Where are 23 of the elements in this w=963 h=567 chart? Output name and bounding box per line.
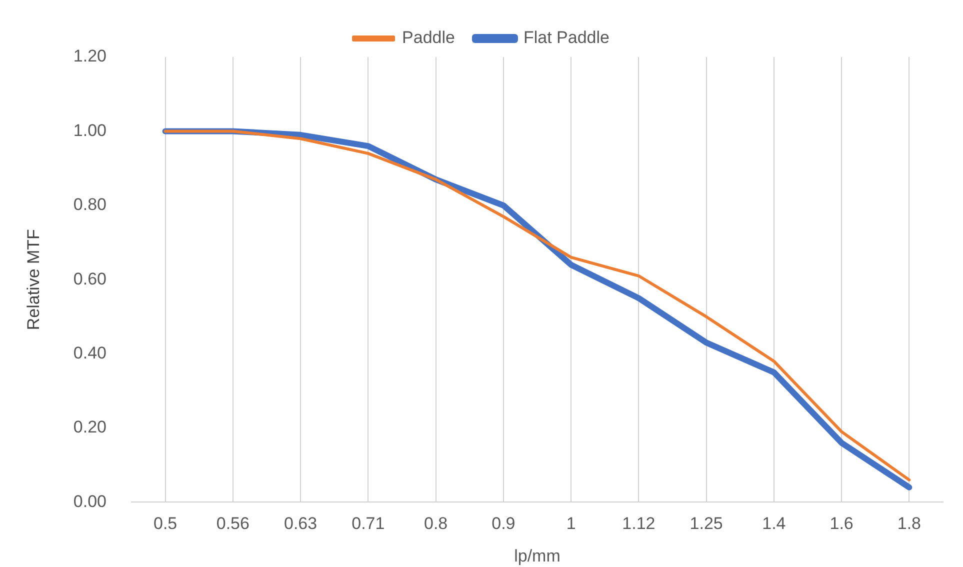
x-tick-label: 1.12 [622, 514, 656, 534]
y-tick-label: 1.00 [73, 120, 106, 140]
y-tick-label: 0.60 [73, 269, 106, 288]
x-tick-label: 1.8 [897, 514, 922, 534]
y-axis-title: Relative MTF [24, 229, 43, 330]
x-tick-label: 0.71 [352, 514, 385, 534]
x-tick-label: 0.5 [153, 514, 178, 534]
x-tick-label: 0.9 [492, 514, 516, 534]
y-tick-label: 0.40 [73, 343, 106, 362]
x-tick-label: 1.4 [762, 514, 786, 534]
legend-label: Flat Paddle [523, 28, 610, 48]
x-tick-label: 1.6 [830, 514, 854, 534]
y-tick-label: 0.00 [73, 492, 106, 511]
y-tick-label: 1.20 [73, 46, 106, 66]
x-tick-label: 0.56 [216, 514, 250, 534]
x-tick-label: 0.63 [284, 514, 318, 534]
y-tick-label: 0.20 [73, 418, 106, 437]
legend-label: Paddle [402, 28, 455, 48]
x-tick-label: 0.8 [424, 514, 448, 534]
x-axis-title: lp/mm [514, 546, 560, 566]
y-tick-label: 0.80 [73, 195, 106, 214]
x-tick-label: 1.25 [690, 514, 723, 534]
x-tick-label: 1 [566, 514, 576, 534]
